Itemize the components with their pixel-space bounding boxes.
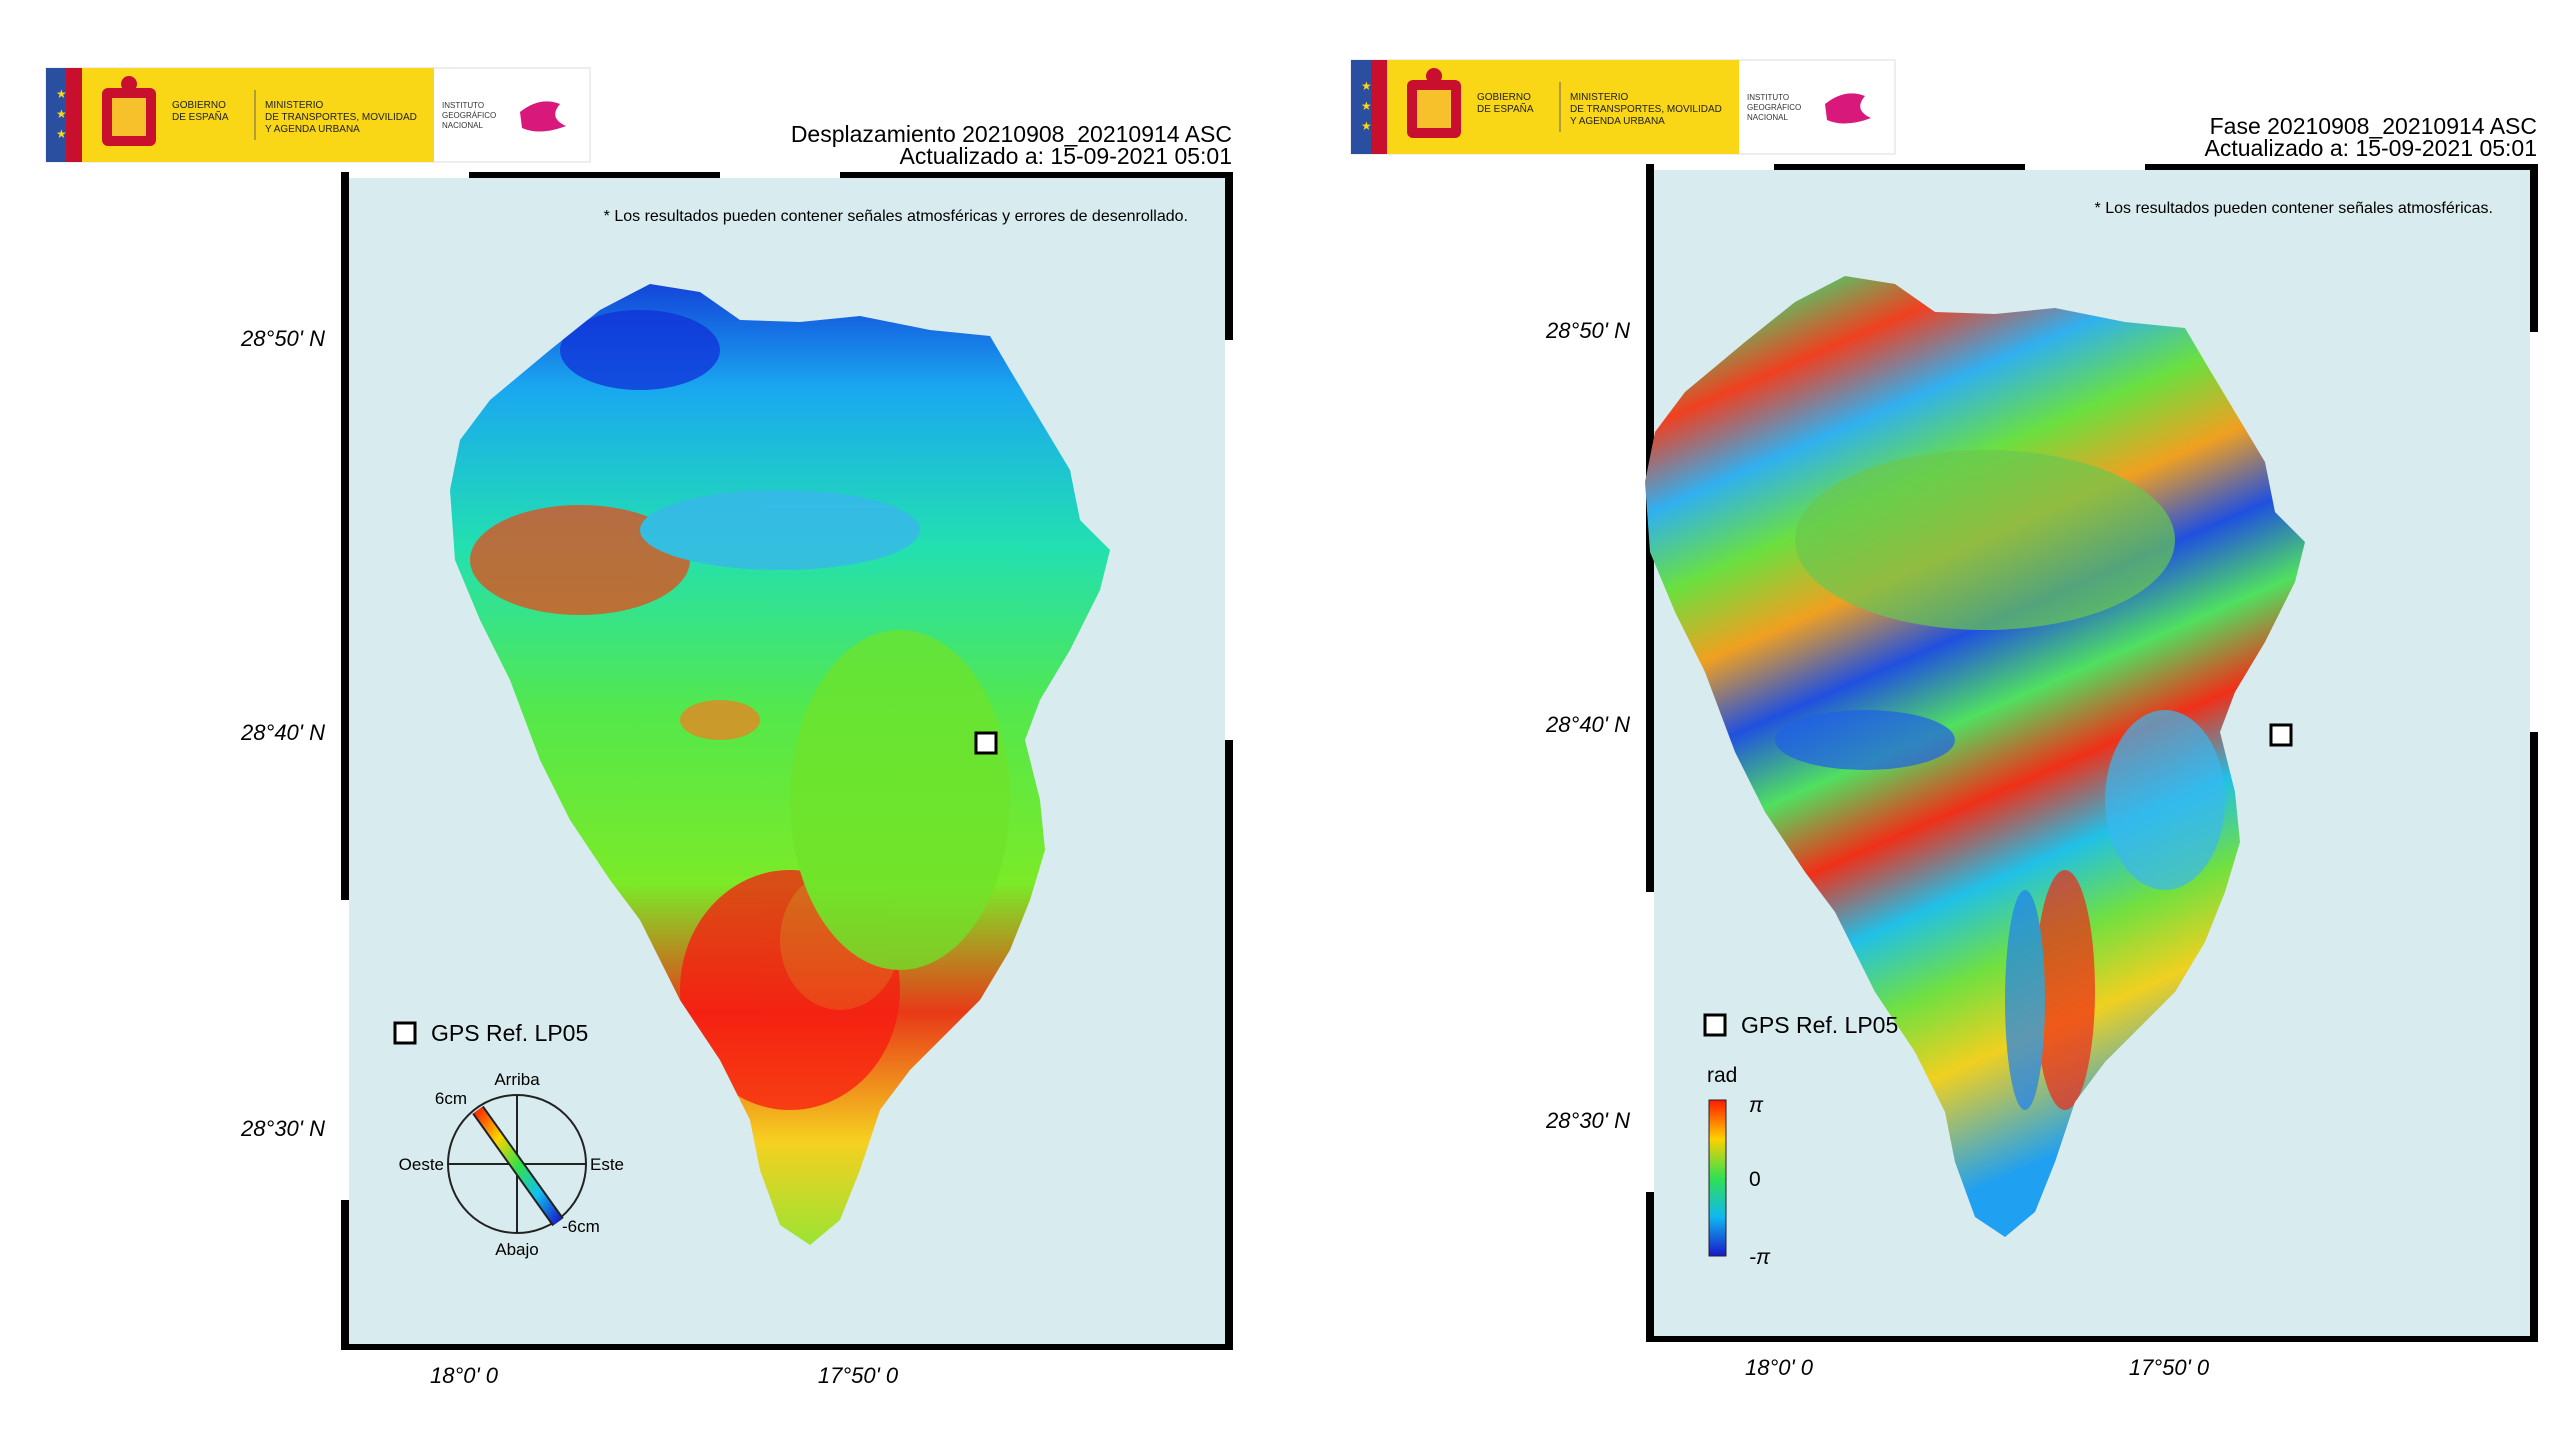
lat-label-28-30: 28°30' N [1545, 1108, 1630, 1133]
legend-max-label: 6cm [435, 1089, 467, 1108]
lon-label-18-00: 18°0' 0 [1745, 1355, 1814, 1380]
legend-west-label: Oeste [399, 1155, 444, 1174]
gobierno-text: GOBIERNO DE ESPAÑA [1477, 92, 1534, 115]
disclaimer-note: * Los resultados pueden contener señales… [2095, 200, 2493, 217]
map-title: Desplazamiento 20210908_20210914 ASC [791, 121, 1232, 147]
gps-legend-square [393, 1021, 417, 1045]
lat-label-28-40: 28°40' N [240, 720, 325, 745]
update-timestamp: Actualizado a: 15-09-2021 05:01 [900, 143, 1232, 169]
gps-reference-marker [974, 731, 998, 755]
legend-min-label: -6cm [562, 1217, 600, 1236]
gps-reference-marker [2269, 723, 2293, 747]
map-title: Fase 20210908_20210914 ASC [2210, 113, 2537, 139]
lon-label-17-50: 17°50' 0 [818, 1363, 899, 1388]
phase-panel: ★ ★ ★ GOBIERNO DE ESPAÑA MINISTERIO DE TRA… [1305, 0, 2573, 1428]
colorbar-min-label: -π [1749, 1246, 1771, 1269]
legend-east-label: Este [590, 1155, 624, 1174]
institutional-logo: ★ ★ ★ GOBIERNO DE ESPAÑA MINISTERIO DE TRA… [45, 67, 591, 163]
lon-label-17-50: 17°50' 0 [2129, 1355, 2210, 1380]
svg-text:★: ★ [1361, 119, 1372, 133]
svg-text:★: ★ [1361, 99, 1372, 113]
legend-up-label: Arriba [494, 1070, 540, 1089]
phase-map-figure: ★ ★ ★ GOBIERNO DE ESPAÑA MINISTERIO DE TRA… [1350, 59, 2538, 1380]
ign-logo-icon [1825, 93, 1871, 124]
institutional-logo: ★ ★ ★ GOBIERNO DE ESPAÑA MINISTERIO DE TRA… [1350, 59, 1896, 155]
ign-text: INSTITUTO GEOGRÁFICO NACIONAL [1747, 93, 1801, 122]
update-timestamp: Actualizado a: 15-09-2021 05:01 [2205, 135, 2537, 161]
ign-logo-icon [520, 101, 566, 132]
svg-text:★: ★ [56, 127, 67, 141]
legend-down-label: Abajo [495, 1240, 538, 1259]
svg-text:★: ★ [56, 87, 67, 101]
phase-colorbar: rad π 0 -π [1707, 1064, 1771, 1269]
coat-of-arms-icon [102, 76, 156, 146]
colorbar-unit: rad [1707, 1064, 1737, 1087]
lat-label-28-50: 28°50' N [1545, 318, 1630, 343]
gps-legend-label: GPS Ref. LP05 [1741, 1012, 1898, 1038]
lat-label-28-50: 28°50' N [240, 326, 325, 351]
colorbar-max-label: π [1749, 1094, 1764, 1117]
ministerio-text: MINISTERIO DE TRANSPORTES, MOVILIDAD Y AGE… [1570, 92, 1722, 127]
svg-text:★: ★ [56, 107, 67, 121]
ministerio-text: MINISTERIO DE TRANSPORTES, MOVILIDAD Y AGE… [265, 100, 417, 135]
gps-legend-square [1703, 1013, 1727, 1037]
svg-text:★: ★ [1361, 79, 1372, 93]
displacement-map-figure: ★ ★ ★ GOBIERNO DE ESPAÑA MINISTERIO DE TRA… [45, 67, 1233, 1388]
displacement-panel: ★ ★ ★ GOBIERNO DE ESPAÑA MINISTERIO DE TRA… [0, 0, 1286, 1428]
gps-legend-label: GPS Ref. LP05 [431, 1020, 588, 1046]
disclaimer-note: * Los resultados pueden contener señales… [604, 208, 1188, 225]
coat-of-arms-icon [1407, 68, 1461, 138]
displacement-direction-legend: Arriba Abajo Oeste Este 6cm -6cm [390, 1058, 640, 1268]
lon-label-18-00: 18°0' 0 [430, 1363, 499, 1388]
ign-text: INSTITUTO GEOGRÁFICO NACIONAL [442, 101, 496, 130]
gobierno-text: GOBIERNO DE ESPAÑA [172, 100, 229, 123]
lat-label-28-40: 28°40' N [1545, 712, 1630, 737]
colorbar-mid-label: 0 [1749, 1168, 1761, 1191]
lat-label-28-30: 28°30' N [240, 1116, 325, 1141]
